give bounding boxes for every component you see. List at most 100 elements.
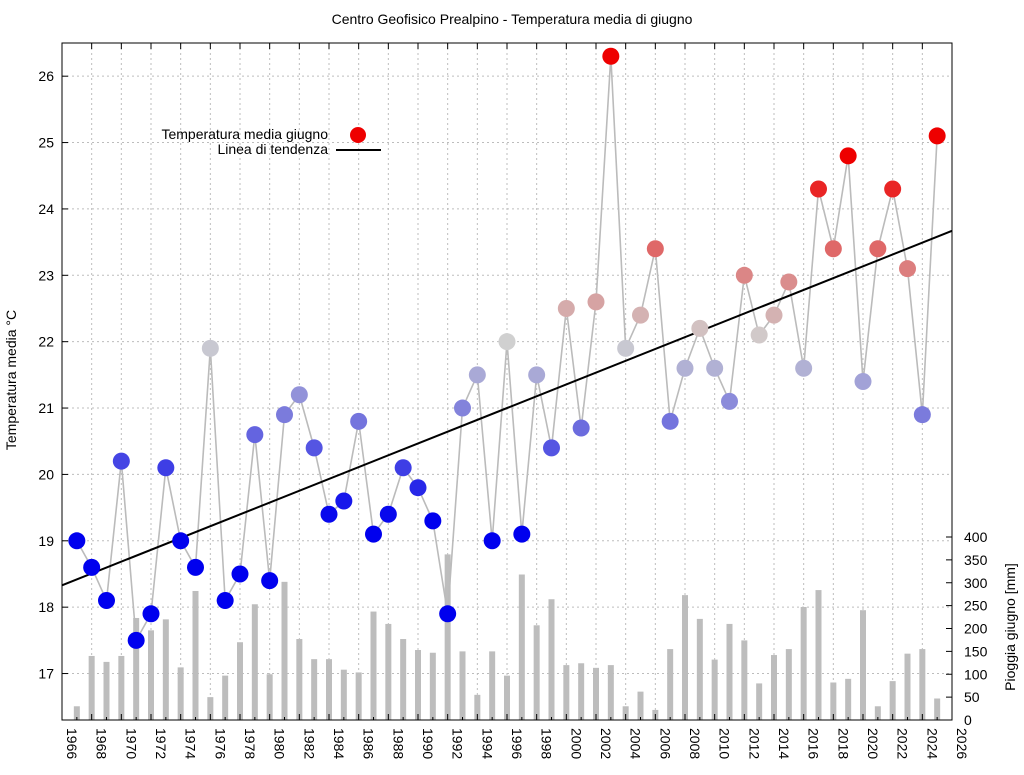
temperature-point — [320, 505, 338, 523]
y2-axis-label: Pioggia giugno [mm] — [1002, 563, 1018, 691]
x-tick-label: 1994 — [479, 728, 495, 759]
rain-bar — [266, 674, 273, 720]
legend-entry-trend: Linea di tendenza — [217, 141, 328, 157]
x-tick-label: 1978 — [242, 728, 258, 759]
x-tick-label: 2018 — [835, 728, 851, 759]
temperature-point — [765, 306, 783, 324]
x-tick-label: 2022 — [895, 728, 911, 759]
temperature-point — [824, 240, 842, 258]
x-tick-label: 2016 — [806, 728, 822, 759]
temperature-point — [735, 266, 753, 284]
temperature-point — [112, 452, 130, 470]
x-tick-label: 1998 — [539, 728, 555, 759]
rain-bar — [429, 652, 436, 720]
temperature-point — [424, 512, 442, 530]
temperature-point — [646, 240, 664, 258]
temperature-point — [98, 592, 115, 610]
temperature-point — [201, 339, 219, 357]
y-tick-label: 25 — [38, 135, 54, 151]
temperature-point — [305, 439, 323, 457]
rain-bar — [771, 655, 777, 720]
temperature-point — [513, 525, 531, 543]
rain-bar — [726, 623, 733, 720]
temperature-point — [409, 479, 427, 497]
rain-bar — [518, 574, 525, 720]
rain-bar — [118, 655, 125, 720]
rain-bar — [756, 683, 763, 720]
rain-bars — [73, 554, 941, 720]
x-tick-label: 1976 — [212, 728, 228, 759]
rain-bar — [103, 661, 110, 720]
temperature-point — [142, 605, 160, 623]
x-tick-label: 1990 — [420, 728, 436, 759]
y2-tick-label: 100 — [964, 666, 988, 682]
chart-title: Centro Geofisico Prealpino - Temperatura… — [332, 11, 693, 27]
temperature-point — [483, 532, 501, 550]
y2-tick-label: 50 — [964, 689, 980, 705]
rain-bar — [815, 590, 822, 720]
rain-bar — [533, 625, 540, 720]
rain-bar — [133, 617, 140, 720]
temperature-point — [721, 392, 738, 410]
rain-bar — [548, 599, 555, 720]
rain-bar — [400, 639, 407, 720]
temperature-point — [379, 505, 397, 523]
rain-bar — [311, 659, 318, 720]
rain-bar — [148, 630, 154, 720]
rain-bar — [326, 659, 332, 720]
rain-bar — [370, 611, 377, 720]
rain-bar — [222, 675, 229, 720]
temperature-point — [795, 359, 813, 377]
legend-entry-temperature: Temperatura media giugno — [161, 126, 328, 142]
rain-bar — [741, 640, 748, 720]
temperature-point — [365, 525, 382, 543]
temperature-point — [528, 366, 546, 384]
x-tick-label: 1980 — [272, 728, 288, 759]
temperature-point — [394, 459, 412, 477]
rain-bar — [904, 653, 911, 720]
temperature-point — [172, 532, 190, 550]
rain-bar — [919, 649, 926, 720]
x-tick-label: 2014 — [776, 728, 792, 759]
rain-bar — [281, 581, 288, 720]
y-axis-label: Temperatura media °C — [3, 310, 19, 450]
x-tick-label: 1988 — [390, 728, 406, 759]
x-tick-label: 2026 — [954, 728, 970, 759]
rain-bar — [459, 651, 466, 720]
temperature-point — [290, 386, 308, 404]
temperature-point — [187, 558, 204, 576]
temperature-points — [68, 47, 946, 649]
y-tick-label: 20 — [38, 466, 54, 482]
temperature-point — [439, 605, 457, 623]
x-tick-label: 1996 — [509, 728, 525, 759]
y-tick-label: 24 — [38, 201, 54, 217]
y2-tick-label: 0 — [964, 712, 972, 728]
temperature-point — [676, 359, 694, 377]
temperature-point — [884, 180, 902, 198]
x-tick-label: 1972 — [153, 728, 169, 759]
x-tick-label: 2010 — [717, 728, 733, 759]
temperature-point — [543, 439, 560, 457]
y2-tick-label: 350 — [964, 552, 988, 568]
temperature-point — [810, 180, 827, 198]
temperature-point — [157, 459, 175, 477]
x-tick-label: 2000 — [568, 728, 584, 759]
rain-bar — [207, 697, 214, 720]
x-tick-label: 2004 — [628, 728, 644, 759]
temperature-point — [454, 399, 471, 417]
temperature-point — [246, 426, 264, 444]
trend-line-group — [61, 229, 953, 587]
rain-bar — [355, 672, 362, 720]
y-tick-label: 18 — [38, 599, 54, 615]
temperature-point — [557, 299, 575, 317]
temperature-point — [632, 306, 649, 324]
temperature-point — [691, 319, 709, 337]
rain-bar — [667, 649, 674, 720]
x-tick-label: 1966 — [64, 728, 80, 759]
temperature-point — [350, 412, 368, 430]
temperature-point — [276, 406, 293, 424]
temperature-point — [335, 492, 353, 510]
temperature-point — [231, 565, 249, 583]
rain-bar — [192, 590, 199, 720]
